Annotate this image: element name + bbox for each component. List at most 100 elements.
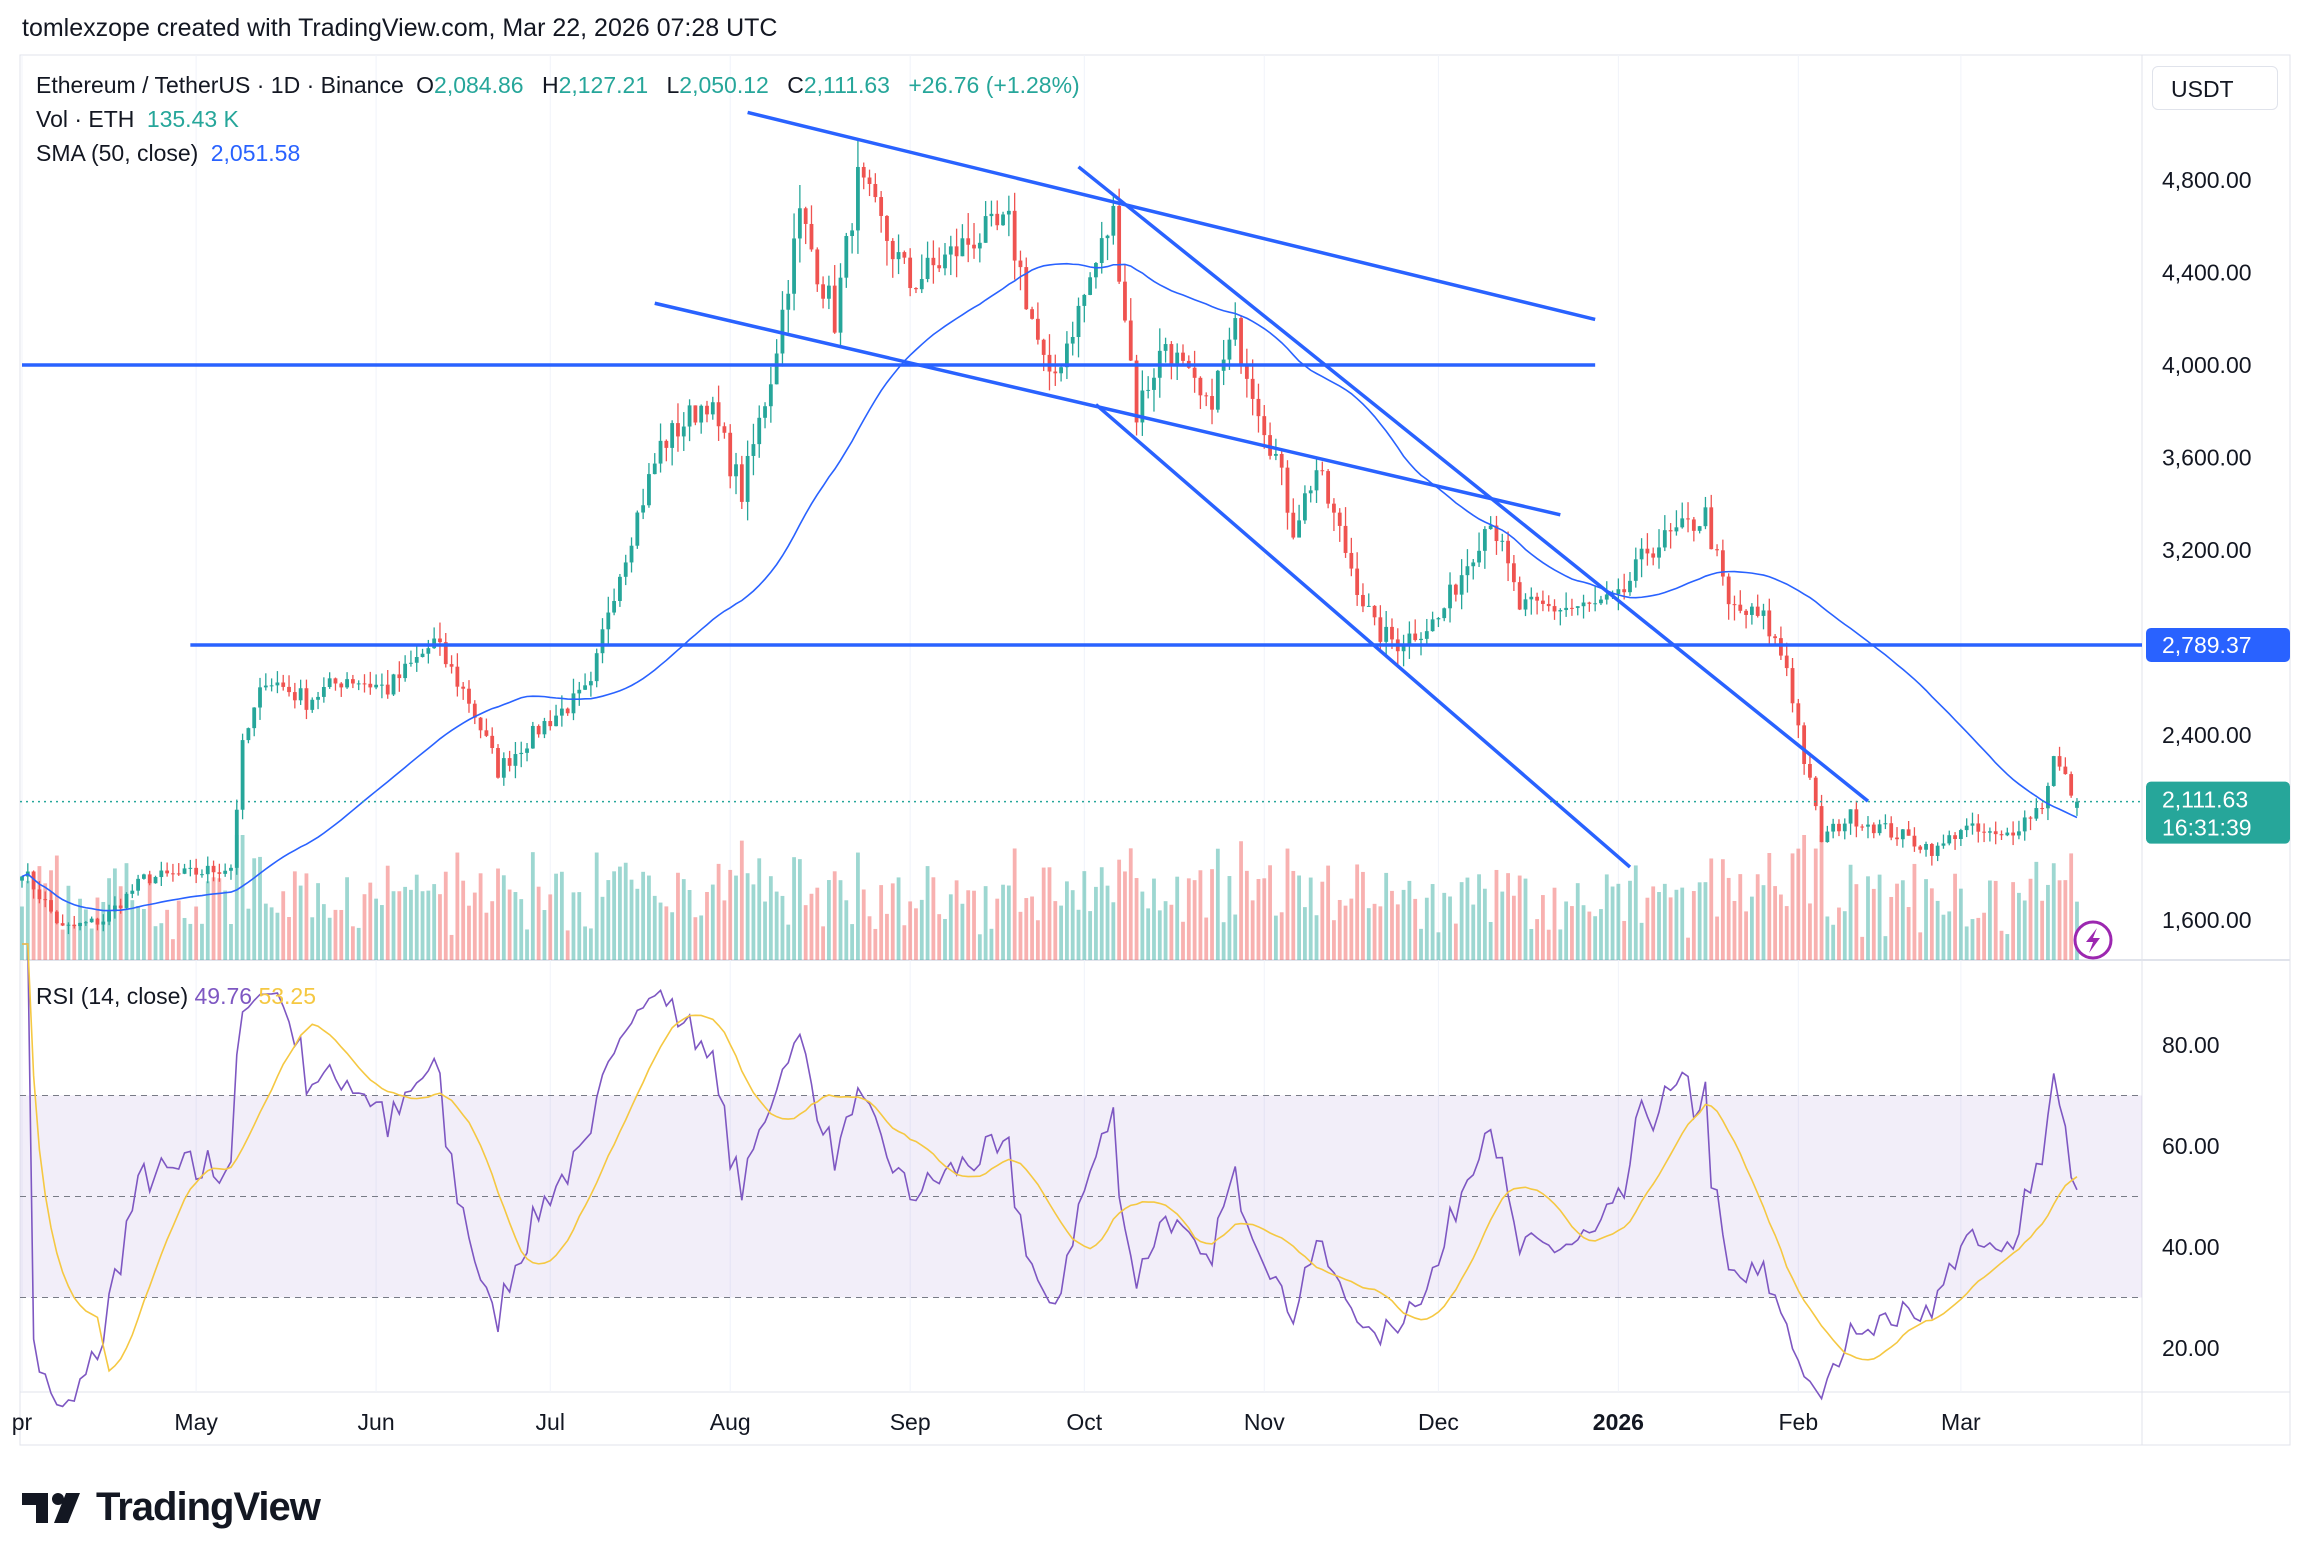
candle-body: [1303, 493, 1307, 521]
volume-bar: [414, 874, 419, 960]
candle-body: [565, 708, 570, 714]
candle-body: [310, 699, 315, 710]
candle-body: [1668, 530, 1673, 532]
candle-body: [1645, 548, 1650, 554]
candle-body: [1784, 655, 1789, 669]
volume-bar: [838, 880, 843, 960]
volume-bar: [1111, 902, 1116, 960]
trend-line-5[interactable]: [1094, 403, 1632, 869]
candle-body: [1877, 824, 1882, 834]
symbol-name[interactable]: Ethereum / TetherUS · 1D · Binance: [36, 72, 404, 98]
volume-bar: [350, 926, 355, 960]
volume-bar: [1761, 885, 1766, 960]
volume-bar: [1448, 896, 1452, 960]
volume-label[interactable]: Vol · ETH: [36, 106, 135, 132]
candle-body: [1024, 267, 1029, 310]
volume-bar: [1210, 869, 1214, 960]
trend-line-4[interactable]: [1077, 165, 1870, 803]
rsi-label[interactable]: RSI (14, close): [36, 983, 189, 1009]
lightning-icon[interactable]: [2073, 920, 2113, 960]
volume-bar: [1958, 888, 1963, 960]
candle-body: [838, 277, 843, 333]
candle-body: [200, 874, 204, 876]
volume-bar: [1749, 896, 1754, 960]
candle-body: [1343, 525, 1348, 553]
time-tick-label: Aug: [710, 1409, 751, 1435]
candle-body: [1070, 336, 1075, 344]
candle-body: [478, 717, 483, 731]
volume-bar: [1070, 890, 1075, 960]
volume-bar: [455, 852, 460, 960]
volume-bar: [1239, 841, 1243, 960]
volume-bar: [873, 928, 878, 960]
candle-body: [426, 648, 431, 654]
volume-bar: [542, 910, 547, 960]
tradingview-logo[interactable]: TradingView: [22, 1485, 321, 1530]
volume-bar: [530, 852, 535, 960]
volume-bar: [1854, 884, 1859, 960]
candle-body: [1001, 214, 1005, 226]
trend-line-3[interactable]: [654, 301, 1561, 517]
volume-bar: [832, 871, 837, 960]
volume-bar: [1935, 900, 1940, 960]
volume-bar: [2034, 861, 2039, 960]
candle-body: [966, 238, 971, 245]
volume-bar: [1012, 848, 1017, 960]
candle-body: [496, 748, 500, 778]
volume-bar: [629, 879, 634, 960]
rsi-tick-label: 40.00: [2162, 1234, 2220, 1260]
candle-body: [1128, 320, 1133, 361]
volume-bar: [310, 917, 315, 960]
currency-button[interactable]: USDT: [2152, 66, 2278, 110]
volume-bar: [1837, 907, 1841, 960]
volume-bar: [1250, 900, 1255, 960]
volume-bar: [536, 886, 541, 960]
candle-body: [693, 405, 698, 423]
candle-body: [1889, 823, 1894, 838]
volume-bar: [1715, 916, 1719, 960]
volume-bar: [1755, 874, 1760, 960]
candle-body: [1854, 809, 1859, 827]
volume-bar: [1633, 865, 1638, 960]
volume-bar: [89, 928, 94, 960]
candle-body: [1105, 235, 1110, 239]
volume-bar: [49, 870, 53, 960]
sma-label[interactable]: SMA (50, close): [36, 140, 199, 166]
trend-line-2[interactable]: [747, 110, 1596, 322]
volume-bar: [664, 906, 669, 960]
time-tick-label: Nov: [1244, 1409, 1285, 1435]
candle-body: [37, 889, 42, 900]
level-price-label: 2,789.37: [2162, 632, 2252, 658]
volume-bar: [142, 908, 146, 960]
volume-bar: [1645, 897, 1650, 960]
candle-body: [1552, 606, 1557, 612]
volume-bar: [763, 901, 767, 960]
volume-bar: [1006, 885, 1011, 960]
volume-bar: [757, 858, 762, 960]
chart-border: [19, 54, 2291, 1446]
candle-body: [2034, 808, 2039, 819]
volume-bar: [902, 925, 907, 960]
candle-body: [1662, 530, 1667, 548]
volume-bar: [1297, 875, 1301, 960]
volume-bar: [1181, 921, 1185, 960]
candle-body: [1755, 606, 1760, 616]
candle-body: [1964, 825, 1969, 831]
candle-body: [420, 653, 425, 658]
candle-body: [78, 922, 82, 927]
candle-body: [269, 685, 274, 687]
volume-bar: [1575, 883, 1580, 960]
volume-bar: [1668, 897, 1673, 960]
candle-body: [1250, 378, 1255, 399]
volume-bar: [269, 907, 274, 960]
volume-bar: [1918, 932, 1923, 960]
volume-bar: [1343, 905, 1348, 960]
volume-bar: [618, 866, 622, 960]
candle-body: [321, 687, 326, 697]
volume-bar: [2063, 880, 2068, 960]
drawings[interactable]: [20, 110, 2142, 869]
candle-body: [1883, 823, 1888, 825]
volume-bar: [693, 917, 698, 960]
volume-bar: [867, 916, 872, 960]
